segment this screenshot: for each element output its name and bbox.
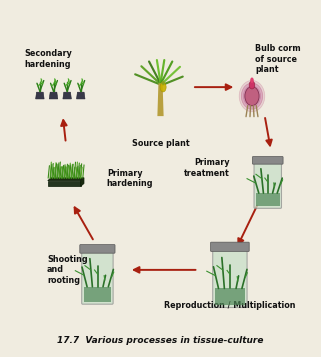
Text: Source plant: Source plant [132,139,189,148]
Ellipse shape [245,87,259,106]
Ellipse shape [241,83,263,109]
Text: Secondary
hardening: Secondary hardening [25,49,73,69]
FancyBboxPatch shape [252,156,283,164]
Polygon shape [81,178,84,186]
Polygon shape [157,83,164,116]
Text: Primary
treatment: Primary treatment [184,158,230,178]
Polygon shape [49,92,58,99]
FancyBboxPatch shape [211,242,249,251]
Ellipse shape [249,81,255,89]
FancyBboxPatch shape [82,251,113,304]
Ellipse shape [161,81,165,85]
Polygon shape [48,178,84,181]
Ellipse shape [243,86,261,106]
Ellipse shape [239,80,265,112]
Text: Shooting
and
rooting: Shooting and rooting [47,255,88,285]
Ellipse shape [250,77,254,83]
Polygon shape [48,181,81,186]
FancyBboxPatch shape [254,162,282,208]
Polygon shape [215,288,245,305]
FancyBboxPatch shape [80,245,115,253]
FancyBboxPatch shape [213,249,247,307]
Text: Primary
hardening: Primary hardening [107,169,153,188]
Polygon shape [76,92,85,99]
Ellipse shape [160,82,166,92]
Polygon shape [256,193,280,206]
Text: Bulb corm
of source
plant: Bulb corm of source plant [255,44,301,74]
Polygon shape [36,92,44,99]
Text: 17.7  Various processes in tissue-culture: 17.7 Various processes in tissue-culture [57,336,264,345]
Polygon shape [63,92,71,99]
Polygon shape [83,287,111,302]
Text: Reproduction / Multiplication: Reproduction / Multiplication [164,301,296,310]
